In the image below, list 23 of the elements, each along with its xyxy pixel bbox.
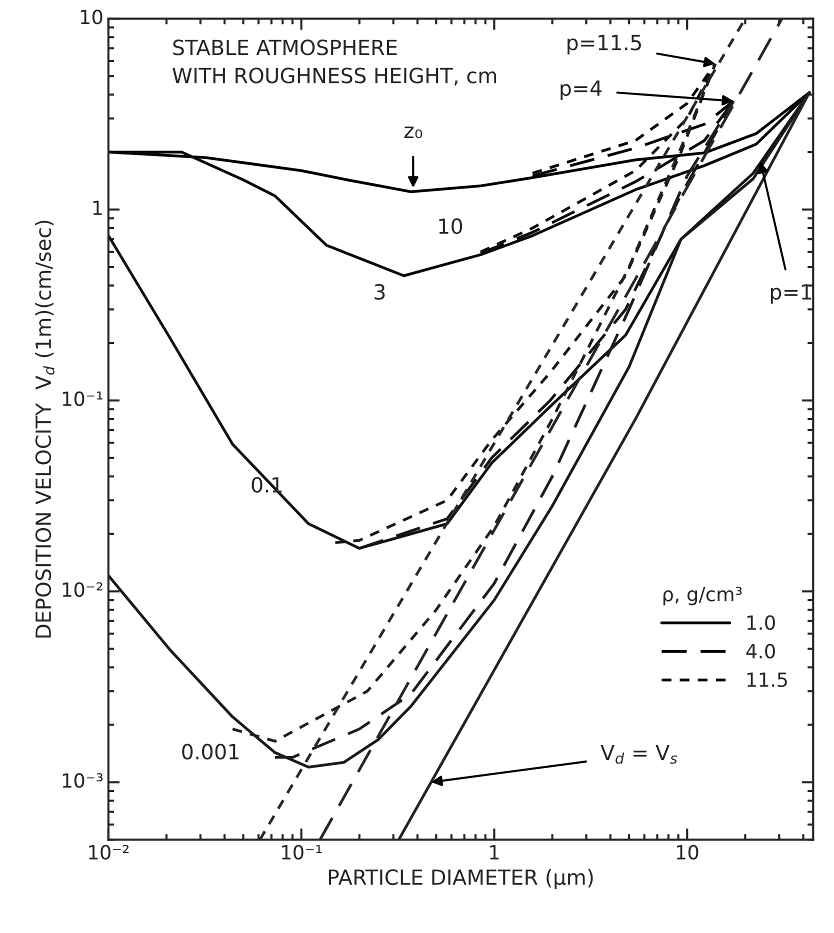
text: STABLE ATMOSPHERE WITH ROUGHNESS HEIGHT, cm xyxy=(172,40,496,86)
y-tick-label: 1 xyxy=(93,200,102,215)
annotation: 0.001 xyxy=(182,744,239,760)
annotation: p=4 xyxy=(560,80,602,100)
annotation: 10 xyxy=(439,218,462,234)
legend-title: ρ, g/cm³ xyxy=(663,586,742,606)
x-tick-label: 1 xyxy=(490,845,499,860)
y-tick-label: 10⁻¹ xyxy=(62,391,102,406)
x-tick-label: 10⁻¹ xyxy=(282,844,322,860)
y-axis-title: DEPOSITION VELOCITY V$_{d}$ (1m)(cm/sec) xyxy=(35,220,54,638)
annotation: p=1 xyxy=(770,284,812,304)
annotation: V$_{d}$ = V$_{s}$ xyxy=(600,745,678,764)
y-tick-label: 10⁻³ xyxy=(62,773,103,788)
legend-label: 1.0 xyxy=(747,615,775,630)
y-tick-label: 10⁻² xyxy=(62,582,102,597)
x-tick-label: 10 xyxy=(676,844,698,860)
annotation: z₀ xyxy=(404,126,422,138)
y-tick-label: 10 xyxy=(80,10,102,24)
legend-label: 4.0 xyxy=(746,644,775,659)
legend-label: 11.5 xyxy=(747,672,787,688)
annotation: p=11.5 xyxy=(568,34,641,54)
annotation: 3 xyxy=(374,284,385,300)
x-axis-title: PARTICLE DIAMETER (μm) xyxy=(329,868,593,890)
